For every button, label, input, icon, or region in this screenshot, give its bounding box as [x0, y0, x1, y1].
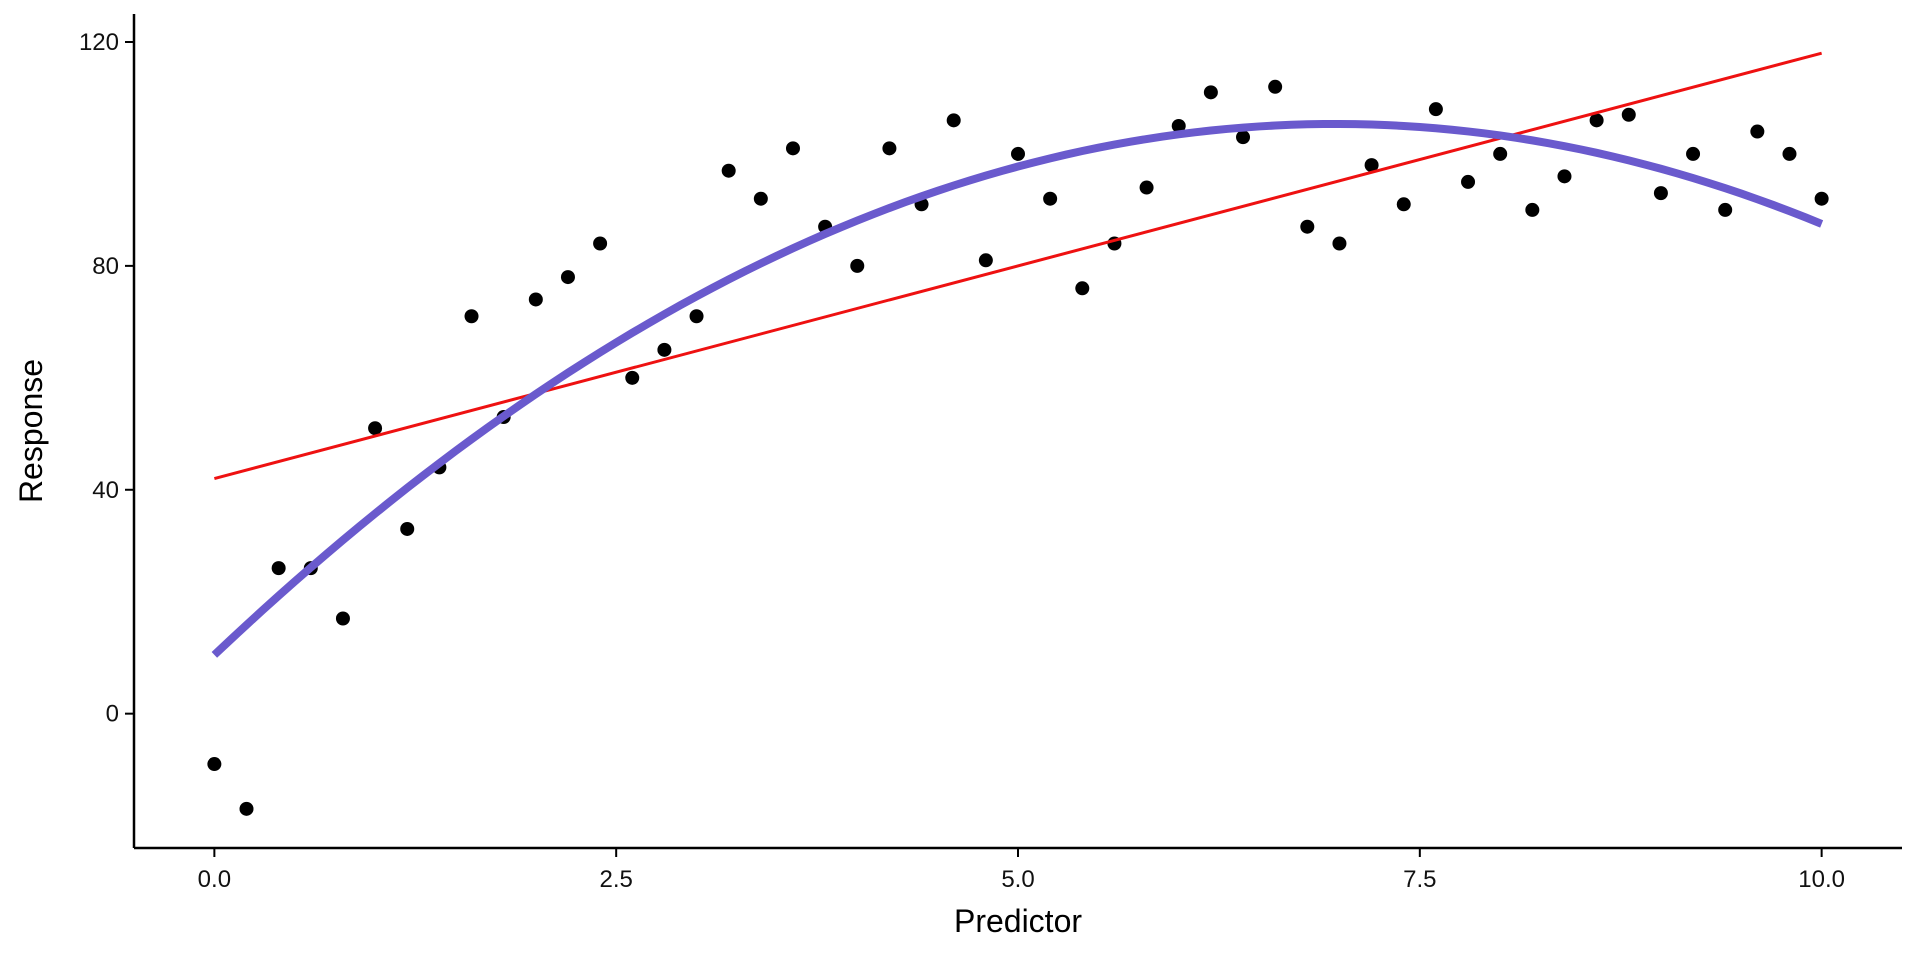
data-point — [593, 236, 608, 251]
data-point — [1653, 186, 1668, 201]
y-axis-ticks: 0 40 80 120 — [79, 29, 134, 728]
data-point — [1525, 202, 1540, 217]
data-point — [1589, 113, 1604, 128]
x-axis-title: Predictor — [954, 903, 1082, 939]
x-tick-label: 5.0 — [1001, 866, 1034, 893]
data-point — [978, 253, 993, 268]
data-point — [1814, 191, 1829, 206]
data-point — [1300, 219, 1315, 234]
data-point — [882, 141, 897, 156]
data-point — [400, 521, 415, 536]
data-point — [335, 611, 350, 626]
quadratic-fit-curve — [211, 119, 1824, 658]
data-point — [1718, 202, 1733, 217]
x-tick-label: 7.5 — [1403, 866, 1436, 893]
data-point — [1396, 197, 1411, 212]
data-point — [1139, 180, 1154, 195]
data-point — [689, 309, 704, 324]
plot-area — [207, 51, 1829, 816]
data-point — [1171, 118, 1186, 133]
x-tick-label: 0.0 — [198, 866, 231, 893]
y-axis-title: Response — [13, 359, 49, 503]
data-point — [1493, 146, 1508, 161]
y-tick-label: 120 — [79, 29, 119, 56]
data-point — [1428, 102, 1443, 117]
data-point — [1236, 130, 1251, 145]
data-point — [207, 757, 222, 772]
data-point — [1686, 146, 1701, 161]
data-point — [1364, 158, 1379, 173]
data-point — [721, 163, 736, 178]
data-point — [785, 141, 800, 156]
data-point — [271, 561, 286, 576]
linear-fit-line — [213, 51, 1823, 481]
data-point — [1557, 169, 1572, 184]
data-point — [1461, 174, 1476, 189]
data-point — [368, 421, 383, 436]
data-point — [1332, 236, 1347, 251]
data-point — [1043, 191, 1058, 206]
data-point — [1782, 146, 1797, 161]
data-point — [946, 113, 961, 128]
x-axis-ticks: 0.0 2.5 5.0 7.5 10.0 — [198, 848, 1845, 893]
data-point — [528, 292, 543, 307]
data-point — [1750, 124, 1765, 139]
data-point — [1075, 281, 1090, 296]
x-tick-label: 10.0 — [1798, 866, 1845, 893]
data-point — [753, 191, 768, 206]
data-point — [560, 270, 575, 285]
y-tick-label: 40 — [92, 477, 119, 504]
data-point — [239, 801, 254, 816]
y-tick-label: 80 — [92, 253, 119, 280]
data-point — [464, 309, 479, 324]
data-point — [657, 342, 672, 357]
data-point — [625, 370, 640, 385]
data-point — [850, 258, 865, 273]
data-point — [1268, 79, 1283, 94]
data-point — [1203, 85, 1218, 100]
y-tick-label: 0 — [106, 701, 119, 728]
data-point — [1011, 146, 1025, 161]
x-tick-label: 2.5 — [599, 866, 632, 893]
data-point — [1621, 107, 1636, 122]
